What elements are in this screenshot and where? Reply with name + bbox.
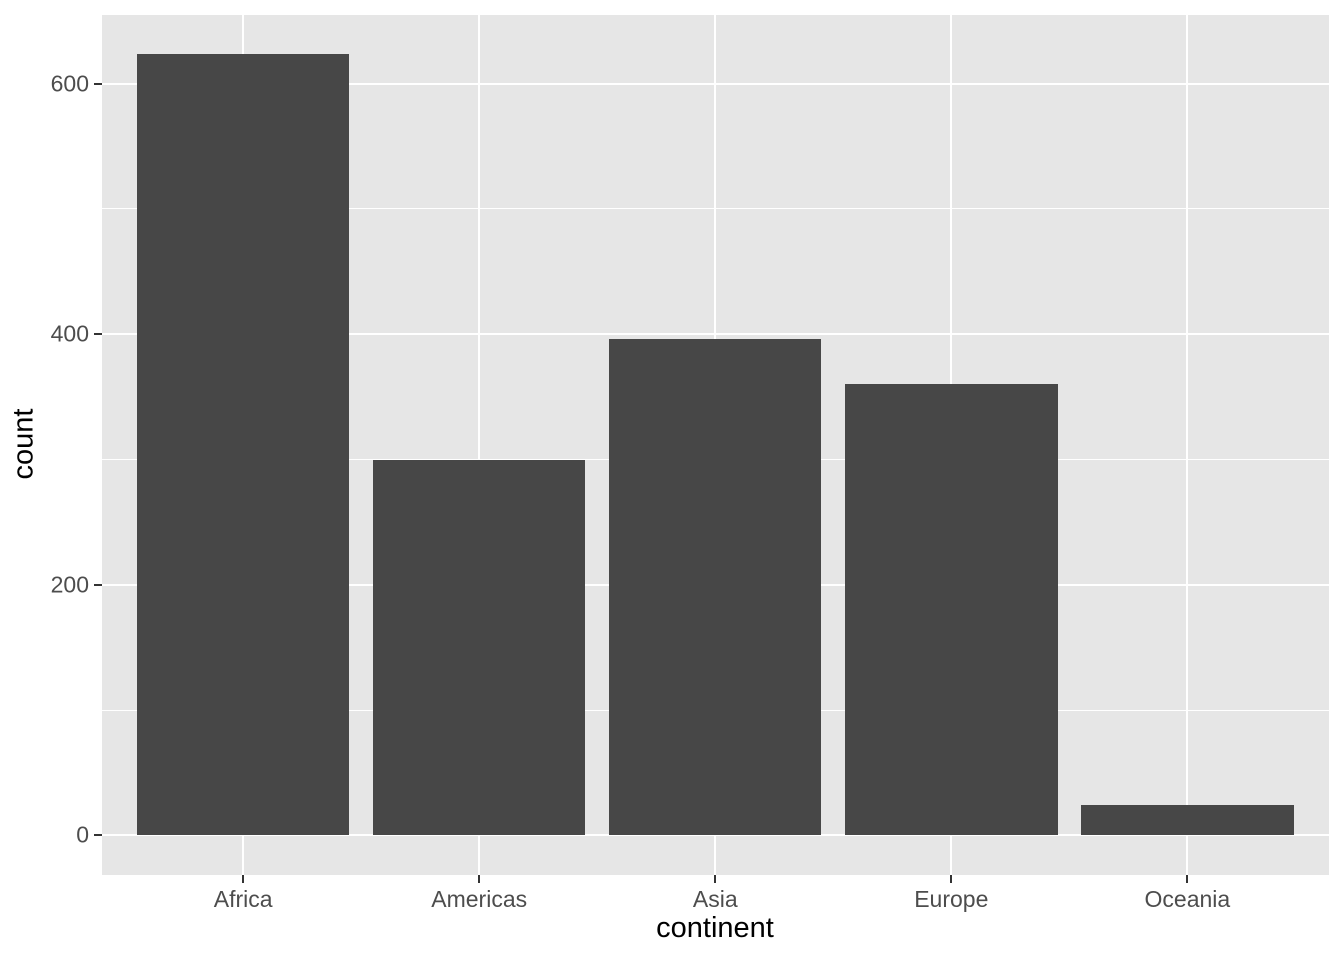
bar-africa xyxy=(136,53,350,836)
y-axis-tick xyxy=(93,82,102,85)
bar-asia xyxy=(609,339,822,836)
x-axis-title: continent xyxy=(656,912,774,944)
x-tick-label: Africa xyxy=(213,886,273,912)
y-tick-label: 200 xyxy=(50,571,89,598)
y-axis-tick xyxy=(93,834,102,837)
x-tick-label: Europe xyxy=(914,886,989,912)
x-axis-tick xyxy=(478,874,481,883)
gridline-major-vertical xyxy=(1186,14,1189,875)
x-axis-tick xyxy=(714,874,717,883)
y-axis-tick xyxy=(93,333,102,336)
plot-panel xyxy=(101,14,1329,875)
x-axis-tick xyxy=(950,874,953,883)
y-tick-label: 0 xyxy=(76,821,89,848)
x-tick-label: Americas xyxy=(431,886,528,912)
x-tick-label: Oceania xyxy=(1144,886,1231,912)
bar-europe xyxy=(845,384,1058,836)
x-tick-label: Asia xyxy=(692,886,738,912)
gridline-major-vertical xyxy=(478,14,481,875)
y-tick-label: 400 xyxy=(50,320,89,347)
bar-americas xyxy=(372,459,586,836)
y-axis-tick xyxy=(93,583,102,586)
bar-oceania xyxy=(1081,805,1294,836)
x-axis-tick xyxy=(242,874,245,883)
y-tick-label: 600 xyxy=(50,70,89,97)
x-axis-tick xyxy=(1186,874,1189,883)
y-axis-title: count xyxy=(7,408,40,480)
